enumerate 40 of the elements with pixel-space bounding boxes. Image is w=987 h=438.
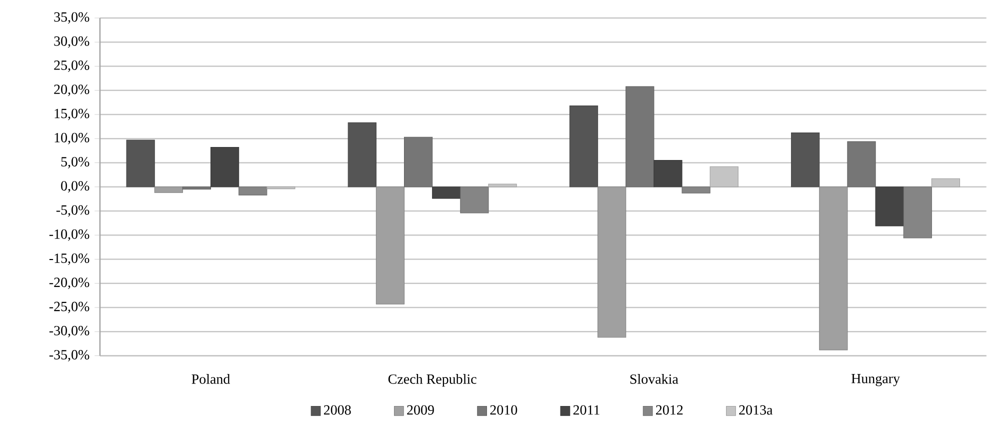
y-tick-label: -30,0% (49, 326, 90, 338)
x-tick-label: Slovakia (630, 374, 678, 384)
bar (875, 186, 904, 226)
y-tick-label: 20,0% (54, 84, 90, 96)
y-tick-label: 10,0% (54, 133, 90, 144)
bar (931, 178, 960, 188)
x-tick-label: Czech Republic (388, 374, 476, 387)
bar (682, 186, 710, 194)
y-tick-label: -25,0% (49, 302, 90, 314)
legend-label: 2008 (324, 405, 351, 415)
y-tick-label: -15,0% (49, 254, 90, 266)
y-tick-label: -5,0% (56, 205, 90, 217)
y-tick-label: -35,0% (49, 350, 90, 362)
bar (710, 166, 738, 188)
legend-label: 2010 (490, 405, 518, 415)
x-tick-label: Hungary (851, 374, 900, 386)
bar (791, 132, 820, 188)
bar (348, 122, 376, 188)
y-tick-label: 0,0% (61, 181, 90, 193)
y-tick-label: 35,0% (54, 12, 90, 24)
x-tick-label: Poland (192, 374, 230, 384)
y-tick-label: -10,0% (49, 230, 90, 241)
y-tick-label: 30,0% (54, 36, 90, 48)
y-tick-label: 15,0% (54, 108, 90, 120)
y-tick-label: 5,0% (61, 157, 90, 169)
y-tick-label: -20,0% (49, 278, 90, 290)
bar (903, 186, 932, 238)
legend-label: 2013a (739, 405, 773, 415)
legend-label: 2011 (573, 405, 600, 415)
legend-label: 2012 (656, 405, 683, 415)
bar (460, 186, 489, 214)
bar (488, 184, 517, 188)
legend-label: 2009 (407, 405, 434, 415)
y-tick-label: 25,0% (54, 60, 90, 72)
bar (238, 186, 268, 196)
bar (210, 147, 240, 188)
bar (654, 160, 682, 188)
bar (126, 140, 155, 188)
bar (569, 106, 598, 188)
bar (432, 186, 461, 199)
